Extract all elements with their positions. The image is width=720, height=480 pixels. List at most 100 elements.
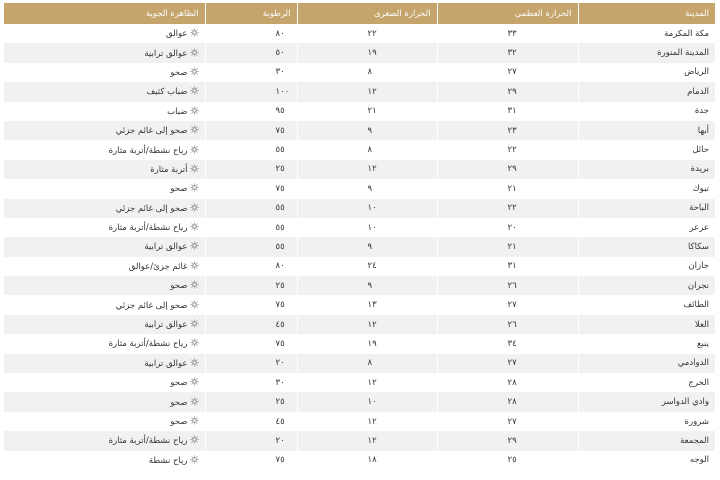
weather-cell: رياح نشطة/أتربة مثارة xyxy=(3,334,205,354)
weather-icon xyxy=(189,397,199,406)
city-cell: أبها xyxy=(577,120,715,141)
cell-text: ١٣ xyxy=(367,300,377,311)
city-cell: جدة xyxy=(577,101,715,121)
value-cell: ٩ xyxy=(296,179,437,199)
value-cell: ٣٠ xyxy=(204,373,297,393)
value-cell: ٢٢ xyxy=(296,24,437,44)
table-body: مكة المكرمة ٣٣ ٢٢ ٨٠ عوالق المدينة المنورة ٣٢ ١… xyxy=(3,24,715,470)
weather-cell: رياح نشطة/أتربة مثارة xyxy=(3,217,205,238)
cell-text: عرعر xyxy=(689,222,709,233)
city-cell: ينبع xyxy=(577,334,715,354)
value-cell: ١٩ xyxy=(296,43,437,63)
weather-cell: صحو إلى غائم جزئي xyxy=(3,295,205,315)
value-cell: ١٢ xyxy=(296,82,437,102)
city-cell: تبوك xyxy=(577,179,715,199)
weather-icon xyxy=(189,203,199,212)
cell-text: ١٨ xyxy=(367,455,377,466)
cell-text: ٢١ xyxy=(507,241,517,252)
cell-text: ٥٥ xyxy=(275,241,285,252)
value-cell: ٢٧ xyxy=(436,353,578,374)
cell-text: ٣٢ xyxy=(507,48,517,59)
table-row: أبها ٢٣ ٩ ٧٥ صحو إلى غائم جزئي xyxy=(3,120,715,141)
cell-text: سكاكا xyxy=(687,241,709,252)
weather-icon xyxy=(189,164,199,173)
value-cell: ٨ xyxy=(296,62,437,83)
table-row: ينبع ٣٤ ١٩ ٧٥ رياح نشطة/أتربة مثارة xyxy=(3,334,715,354)
value-cell: ٢٥ xyxy=(204,159,297,180)
cell-text: غائم جزئ/عوالق xyxy=(128,261,188,272)
cell-text: ضباب xyxy=(167,106,188,117)
cell-text: ٩٥ xyxy=(275,106,285,117)
cell-text: ٢٧ xyxy=(507,67,517,78)
value-cell: ٣٤ xyxy=(436,334,578,354)
value-cell: ٢٥ xyxy=(204,392,297,412)
weather-cell: صحو xyxy=(3,392,205,412)
value-cell: ٢٩ xyxy=(436,82,578,102)
cell-text: رياح نشطة/أتربة مثارة xyxy=(108,145,188,156)
cell-text: ٩ xyxy=(367,125,373,136)
column-header: الرطوبة xyxy=(204,3,297,24)
value-cell: ٩٥ xyxy=(204,101,297,121)
value-cell: ١٠٠ xyxy=(204,82,297,102)
table-row: حائل ٢٢ ٨ ٥٥ رياح نشطة/أتربة مثارة xyxy=(3,140,715,160)
cell-text: مكة المكرمة xyxy=(664,28,709,39)
weather-icon xyxy=(189,144,199,154)
city-cell: الباحة xyxy=(577,198,715,218)
table-row: سكاكا ٢١ ٩ ٥٥ عوالق ترابية xyxy=(3,237,715,257)
city-cell: وادي الدواسر xyxy=(577,392,715,412)
value-cell: ٢٢ xyxy=(436,140,578,160)
weather-cell: صحو xyxy=(3,179,205,199)
value-cell: ٢٨ xyxy=(436,392,578,412)
weather-icon xyxy=(189,261,199,270)
value-cell: ٢٥ xyxy=(436,450,578,470)
column-header: الحرارة العظمى xyxy=(436,3,578,24)
value-cell: ٨٠ xyxy=(204,256,297,277)
cell-text: شرورة xyxy=(684,416,709,427)
value-cell: ٢٦ xyxy=(436,276,578,296)
value-cell: ٢٩ xyxy=(436,431,578,451)
cell-text: ٧٥ xyxy=(275,455,285,466)
weather-cell: ضباب كثيف xyxy=(3,82,205,102)
cell-text: ١٢ xyxy=(367,86,377,97)
cell-text: صحو إلى غائم جزئي xyxy=(115,203,188,214)
cell-text: ٢٧ xyxy=(507,358,517,369)
value-cell: ٢٨ xyxy=(436,373,578,393)
cell-text: ٢٠ xyxy=(507,222,517,233)
value-cell: ٤٥ xyxy=(204,314,297,335)
value-cell: ٥٥ xyxy=(204,140,297,160)
weather-cell: عوالق ترابية xyxy=(3,353,205,374)
cell-text: ٢٢ xyxy=(367,28,377,39)
cell-text: ٣١ xyxy=(507,261,517,272)
column-header: الظاهرة الجوية xyxy=(3,3,205,24)
weather-cell: ضباب xyxy=(3,101,205,121)
cell-text: ٨٠ xyxy=(275,261,285,272)
weather-cell: صحو xyxy=(3,411,205,432)
cell-text: نجران xyxy=(687,280,709,291)
cell-text: ٥٥ xyxy=(275,203,285,214)
weather-cell: صحو xyxy=(3,62,205,83)
cell-text: ١٠٠ xyxy=(275,86,290,97)
cell-text: ٣١ xyxy=(507,106,517,117)
value-cell: ١٢ xyxy=(296,373,437,393)
cell-text: ١٩ xyxy=(367,338,377,349)
cell-text: ٢٥ xyxy=(275,280,285,291)
city-cell: الطائف xyxy=(577,295,715,315)
weather-icon xyxy=(189,358,199,367)
cell-text: صحو xyxy=(170,397,188,408)
cell-text: رياح نشطة/أتربة مثارة xyxy=(108,436,188,447)
cell-text: ٢٠ xyxy=(275,435,285,446)
value-cell: ٥٥ xyxy=(204,217,297,238)
city-cell: سكاكا xyxy=(577,237,715,257)
cell-text: العلا xyxy=(694,319,709,330)
weather-table-container: المدينة الحرارة العظمى الحرارة الصغرى الرطو… xyxy=(3,3,715,480)
cell-text: جازان xyxy=(688,261,709,272)
cell-text: ٥٠ xyxy=(275,48,285,59)
weather-icon xyxy=(189,241,199,251)
cell-text: عوالق ترابية xyxy=(144,320,188,331)
cell-text: ٢٨ xyxy=(507,377,517,388)
cell-text: ١٢ xyxy=(367,416,377,427)
cell-text: جدة xyxy=(694,106,709,117)
cell-text: ٣٣ xyxy=(507,28,517,39)
cell-text: رياح نشطة/أتربة مثارة xyxy=(108,223,188,234)
weather-icon xyxy=(189,300,199,309)
